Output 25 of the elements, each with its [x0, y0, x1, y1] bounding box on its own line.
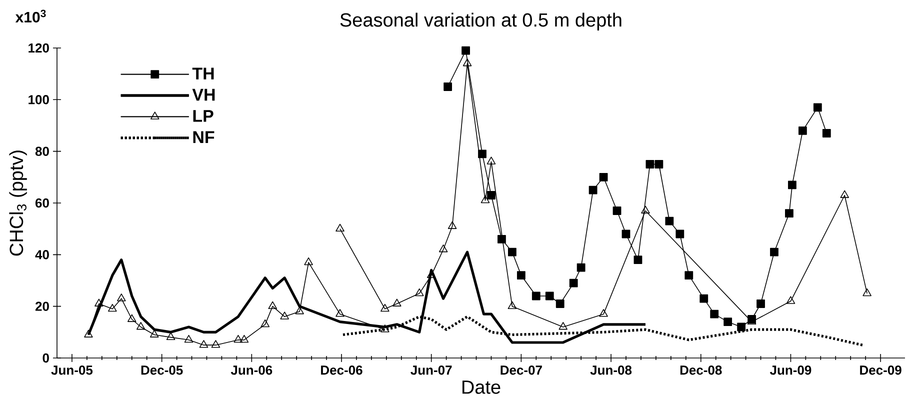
y-tick-label: 60 [35, 198, 49, 208]
y-axis-title: CHCl$_{3}$ (pptv) [9, 150, 27, 256]
x-tick-label: Jun-07 [410, 366, 452, 375]
text: x10$^{3}$ [15, 10, 46, 22]
x-tick-label: Jun-09 [770, 366, 812, 375]
x-tick-label: Dec-09 [860, 366, 902, 375]
y-tick-label: 40 [35, 250, 49, 260]
chart-title: Seasonal variation at 0.5 m depth [340, 12, 622, 30]
y-tick-label: 20 [35, 302, 49, 311]
x-tick-label: Dec-08 [680, 366, 722, 375]
legend-label: TH [192, 68, 214, 80]
legend-label: NF [193, 131, 214, 143]
x-tick-label: Jun-05 [51, 366, 93, 375]
x-tick-label: Dec-05 [141, 366, 183, 375]
x-tick-label: Jun-06 [230, 366, 272, 375]
x-tick-label: Jun-08 [590, 366, 632, 375]
y-tick-label: 0 [42, 353, 49, 363]
y-tick-label: 100 [28, 95, 49, 104]
x-tick-label: Dec-06 [321, 366, 362, 375]
x-tick-label: Dec-07 [500, 366, 542, 375]
x-axis-title: Date [462, 380, 500, 394]
y-tick-label: 80 [35, 146, 49, 156]
legend-label: VH [192, 88, 215, 101]
legend-label: LP [193, 110, 214, 122]
y-tick-label: 120 [28, 43, 49, 53]
